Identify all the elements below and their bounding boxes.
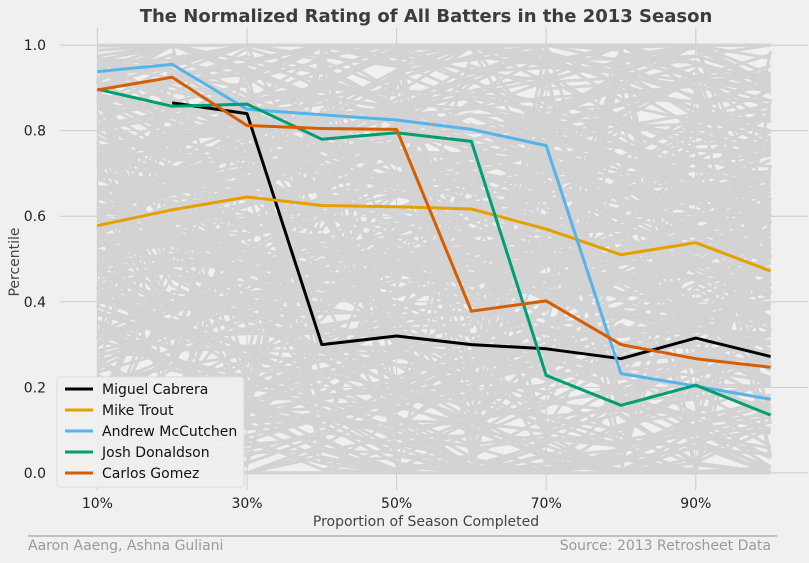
series-line-josh-donaldson (97, 87, 772, 417)
background-batter-line (96, 125, 771, 234)
background-batter-line (96, 181, 772, 422)
x-tick-label: 50% (381, 496, 412, 512)
background-batter-line (96, 43, 772, 394)
background-batter-line (95, 43, 771, 463)
background-batter-line (97, 144, 771, 310)
series-line-carlos-gomez (97, 75, 771, 369)
series-line-andrew-mccutchen (97, 62, 771, 401)
legend-label-mike-trout: Mike Trout (102, 403, 174, 419)
background-batter-line (95, 78, 771, 412)
background-batter-line (96, 104, 772, 314)
x-tick-label: 30% (231, 496, 262, 512)
legend-label-carlos-gomez: Carlos Gomez (102, 466, 199, 482)
x-tick-label: 90% (680, 496, 711, 512)
y-tick-label: 0.4 (24, 295, 46, 311)
x-tick-label: 70% (531, 496, 562, 512)
legend-label-josh-donaldson: Josh Donaldson (101, 445, 210, 461)
y-tick-label: 0.8 (24, 124, 46, 140)
legend-label-andrew-mccutchen: Andrew McCutchen (102, 424, 237, 440)
tick-labels-layer: 0.0 0.2 0.4 0.6 0.8 1.0 10% 30% 50% 70% 90% (24, 38, 712, 512)
background-batter-line (96, 145, 772, 316)
series-line-miguel-cabrera (171, 101, 771, 361)
background-batter-line (97, 144, 772, 354)
highlighted-series-layer (97, 62, 772, 417)
legend-label-miguel-cabrera: Miguel Cabrera (102, 382, 208, 398)
legend-box (56, 376, 245, 488)
chart-title: The Normalized Rating of All Batters in … (140, 6, 713, 27)
x-tick-label: 10% (82, 496, 113, 512)
background-batter-line (96, 271, 772, 395)
background-batter-line (97, 43, 772, 357)
x-axis-label: Proportion of Season Completed (313, 514, 539, 530)
background-batter-line (96, 74, 772, 237)
background-batter-line (97, 43, 772, 463)
y-tick-label: 1.0 (24, 38, 46, 54)
series-line-mike-trout (97, 195, 772, 273)
background-batter-line (96, 43, 772, 298)
background-batter-line (96, 181, 772, 360)
background-batter-line (97, 43, 772, 418)
legend: Miguel Cabrera Mike Trout Andrew McCutchen… (56, 376, 245, 488)
background-batters-layer (95, 43, 773, 475)
y-tick-label: 0.0 (24, 466, 46, 482)
y-tick-label: 0.6 (24, 209, 46, 225)
y-tick-label: 0.2 (24, 380, 46, 396)
background-batter-line (97, 49, 772, 256)
footer-source: Source: 2013 Retrosheet Data (560, 538, 771, 554)
background-batter-line (96, 114, 772, 239)
background-batter-line (97, 43, 771, 59)
background-batter-line (96, 216, 771, 338)
footer-credit: Aaron Aaeng, Ashna Guliani (28, 538, 223, 554)
y-axis-label: Percentile (7, 227, 23, 296)
background-batter-line (96, 207, 772, 402)
background-batter-line (97, 43, 771, 365)
